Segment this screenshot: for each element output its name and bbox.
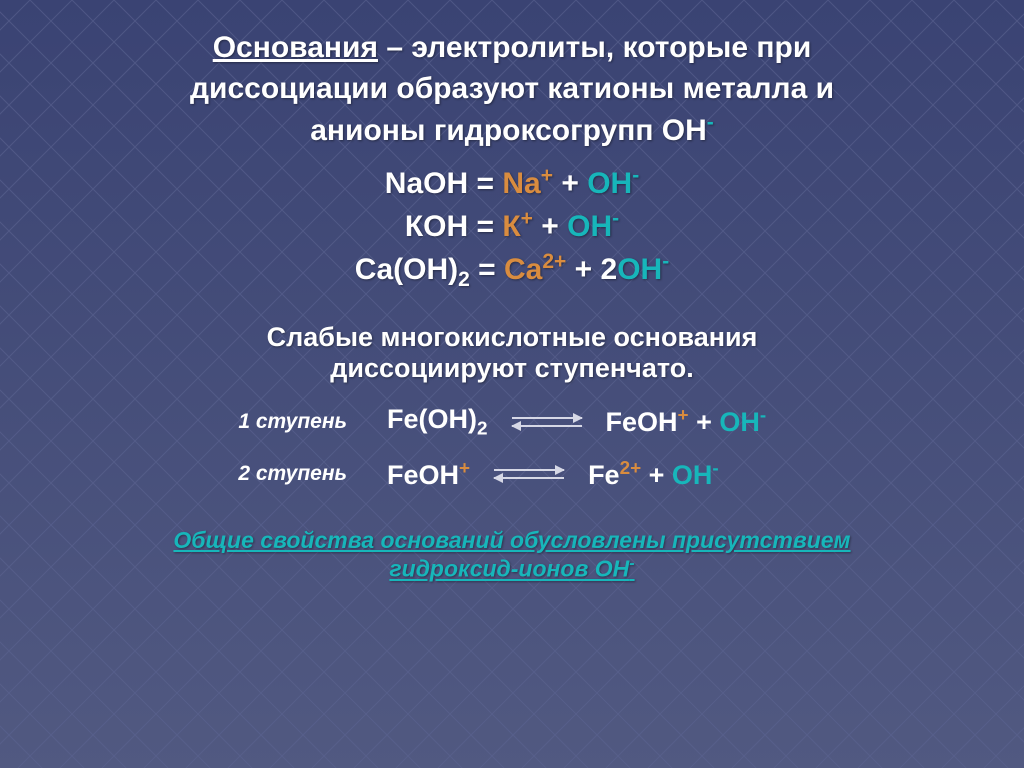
term-bases: Основания <box>213 31 378 64</box>
superscript-minus: - <box>707 111 714 134</box>
anion: OH- <box>567 210 619 243</box>
step-products: FeOH+ + OH- <box>606 405 767 438</box>
dissociation-equation: КОН = К+ + OH- <box>50 207 974 244</box>
anion: OH- <box>617 253 669 286</box>
title-text: диссоциации образуют катионы металла и <box>190 72 834 105</box>
equations-block: NaOH = Na+ + OH-КОН = К+ + OH-Ca(OH)2 = … <box>50 164 974 292</box>
step-equation: FeOH+ Fe2+ + OH- <box>387 458 867 491</box>
reactant: NaOH <box>385 167 468 200</box>
subheading: Слабые многокислотные основаниядиссоциир… <box>50 322 974 384</box>
title-text: – электролиты, которые при <box>378 31 811 64</box>
dissociation-equation: Ca(OH)2 = Ca2+ + 2OH- <box>50 250 974 292</box>
cation: Na+ <box>502 167 553 200</box>
title-text: анионы гидроксогрупп <box>310 114 662 147</box>
step-label: 1 ступень <box>157 410 347 434</box>
step-equation: Fe(OH)2 FeOH+ + OH- <box>387 404 867 440</box>
footer-note: Общие свойства оснований обусловлены при… <box>50 527 974 583</box>
slide-title: Основания – электролиты, которые при дисс… <box>50 28 974 152</box>
step-products: Fe2+ + OH- <box>588 458 719 491</box>
cation: Ca2+ <box>504 253 566 286</box>
dissociation-equation: NaOH = Na+ + OH- <box>50 164 974 201</box>
dissociation-steps: 1 ступень Fe(OH)2 FeOH+ + OH- 2 ступень FeO… <box>50 404 974 491</box>
footer-text: гидроксид-ионов ОН <box>389 556 629 582</box>
step-reactant: Fe(OH)2 <box>387 404 488 440</box>
cation: К+ <box>502 210 533 243</box>
step-label: 2 ступень <box>157 462 347 486</box>
equilibrium-arrows-icon <box>494 469 564 479</box>
equilibrium-arrows-icon <box>512 417 582 427</box>
footer-text: Общие свойства оснований обусловлены при… <box>173 527 850 553</box>
reactant: КОН <box>405 210 468 243</box>
subscript: 2 <box>458 268 470 291</box>
dissociation-step-row: 1 ступень Fe(OH)2 FeOH+ + OH- <box>50 404 974 440</box>
superscript-minus: - <box>629 554 634 572</box>
step-anion: OH- <box>719 407 766 437</box>
chemistry-slide: Основания – электролиты, которые при дисс… <box>0 0 1024 768</box>
step-anion: OH- <box>672 460 719 490</box>
subheading-line: Слабые многокислотные основания <box>267 322 758 352</box>
anion: OH- <box>587 167 639 200</box>
step-reactant: FeOH+ <box>387 458 470 491</box>
subheading-line: диссоциируют ступенчато. <box>330 353 693 383</box>
dissociation-step-row: 2 ступень FeOH+ Fe2+ + OH- <box>50 458 974 491</box>
step-cation: FeOH+ <box>606 407 689 437</box>
hydroxide-symbol: ОН <box>662 114 707 147</box>
reactant: Ca(OH) <box>355 253 458 286</box>
step-cation: Fe2+ <box>588 460 641 490</box>
